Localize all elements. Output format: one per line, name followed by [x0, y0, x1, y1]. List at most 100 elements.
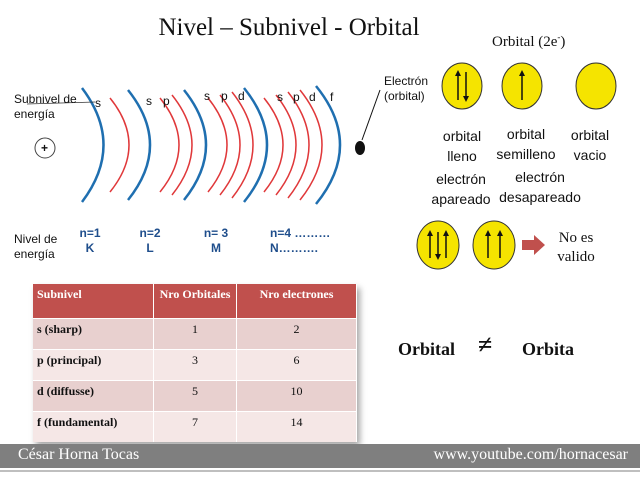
arrow-up-icon-head — [427, 230, 433, 236]
table-row: f (fundamental) 7 14 — [33, 411, 357, 442]
table-cell: 6 — [236, 348, 357, 381]
subshell-n3-p — [171, 94, 193, 196]
table-header-subnivel: Subnivel — [33, 284, 154, 318]
table-cell: p (principal) — [33, 348, 154, 381]
arrow-down-icon-head — [463, 96, 469, 102]
table-cell: 7 — [153, 411, 237, 442]
table-cell: f (fundamental) — [33, 411, 154, 442]
comparison-right: Orbita — [522, 339, 574, 359]
invalid-label-line1: No es — [558, 230, 594, 246]
orbital-full-label-line1: orbital — [442, 128, 482, 144]
sublevel-table: Subnivel Nro Orbitales Nro electrones s … — [33, 284, 357, 442]
footer-bar: César Horna Tocas www.youtube.com/hornac… — [0, 444, 640, 468]
level-n4: n=4 ……… N………. — [270, 226, 344, 256]
orbital-half-label-line2: semilleno — [496, 146, 556, 162]
table-cell: s (sharp) — [33, 317, 154, 350]
invalid-orbital-2 — [472, 220, 516, 270]
level-n4-name: N………. — [270, 241, 318, 255]
subshell-n4-d — [231, 91, 254, 199]
nucleus-circle — [34, 137, 56, 159]
footer-url[interactable]: www.youtube.com/hornacesar — [433, 446, 628, 463]
sublevel-letter: p — [293, 90, 300, 104]
table-row: p (principal) 3 6 — [33, 348, 357, 381]
arrow-right-icon — [522, 235, 545, 255]
shell-n1 — [81, 87, 105, 203]
orbital-half-label: orbital semilleno — [492, 124, 560, 164]
invalid-label-line2: valido — [557, 249, 595, 265]
not-equal-symbol: ≠ — [478, 330, 493, 359]
page-title: Nivel – Subnivel - Orbital — [158, 14, 420, 41]
footer-divider — [0, 470, 640, 472]
shell-n2 — [127, 89, 152, 201]
sublevel-letter: d — [309, 90, 316, 104]
nivel-label-line1: Nivel de — [14, 232, 58, 246]
level-n3-name: M — [211, 241, 221, 255]
subshell-n5-d — [287, 91, 310, 199]
subshell-n4-s — [207, 97, 228, 193]
table-header-electrones: Nro electrones — [236, 284, 357, 318]
subnivel-label-line1: Subnivel de — [14, 92, 77, 106]
electron-label: Electrón (orbital) — [384, 74, 428, 104]
orbital-empty-label-line2: vacio — [573, 147, 607, 163]
orbital-full-label-line2: lleno — [447, 148, 477, 164]
level-n2: n=2 L — [122, 226, 178, 256]
arrow-up-icon-head — [443, 230, 449, 236]
arrow-down-icon-head — [435, 254, 441, 260]
comparison-left: Orbital — [398, 339, 455, 359]
table-row: d (diffusse) 5 10 — [33, 379, 357, 412]
orbital-header: Orbital (2e-) — [492, 32, 565, 51]
subshell-n3-s — [159, 97, 180, 193]
arrow-up-icon-head — [455, 70, 461, 76]
orbital-header-close: ) — [560, 34, 566, 50]
electron-paired-label: electrón apareado — [426, 169, 496, 209]
table-cell: 5 — [153, 379, 237, 412]
level-n1-number: n=1 — [79, 226, 101, 240]
sublevel-letter: p — [221, 89, 228, 103]
table-row: s (sharp) 1 2 — [33, 317, 357, 350]
table-header-orbitales: Nro Orbitales — [153, 284, 237, 318]
table-cell: 14 — [236, 411, 357, 442]
sublevel-letter: s — [204, 89, 210, 103]
table-cell: 2 — [236, 317, 357, 350]
level-n4-number: n=4 ……… — [270, 226, 331, 240]
orbital-header-text: Orbital (2e — [492, 34, 558, 50]
shell-n4 — [243, 87, 269, 203]
table-cell: 3 — [153, 348, 237, 381]
subshell-n5-f — [299, 89, 323, 201]
sublevel-letter: s — [146, 94, 152, 108]
sublevel-letter: d — [238, 89, 245, 103]
nivel-label-line2: energía — [14, 247, 55, 261]
electron-pointer — [361, 89, 381, 141]
subshell-n5-p — [275, 94, 297, 196]
level-n3: n= 3 M — [187, 226, 245, 256]
subnivel-pointer — [26, 101, 96, 105]
orbital-empty-label-line1: orbital — [570, 127, 610, 143]
shell-n5 — [315, 85, 342, 205]
arrow-up-icon-head — [485, 230, 491, 236]
subnivel-label: Subnivel de energía — [14, 92, 77, 122]
sublevel-letter: s — [95, 96, 101, 110]
table-cell: 1 — [153, 317, 237, 350]
level-n2-name: L — [146, 241, 154, 255]
table-cell: d (diffusse) — [33, 379, 154, 412]
nivel-label: Nivel de energía — [14, 232, 57, 262]
sublevel-letter: s — [277, 90, 283, 104]
footer-author: César Horna Tocas — [18, 446, 140, 463]
subshell-n4-p — [219, 94, 241, 196]
level-n3-number: n= 3 — [203, 226, 229, 240]
level-n1-name: K — [85, 241, 95, 255]
electron-paired-label-line1: electrón — [436, 171, 486, 187]
electron-unpaired-label-line1: electrón — [515, 169, 565, 185]
orbital-empty-label: orbital vacio — [566, 125, 614, 165]
electron-unpaired-label-line2: desapareado — [499, 189, 581, 205]
subshell-n2-s — [109, 97, 130, 193]
sublevel-letter: f — [330, 90, 334, 104]
electron-paired-label-line2: apareado — [431, 191, 491, 207]
orbital-header-sup: - — [557, 32, 561, 42]
orbital-full-label: orbital lleno — [430, 126, 494, 166]
arrow-up-icon-head — [497, 230, 503, 236]
electron-label-line2: (orbital) — [384, 89, 425, 103]
invalid-label: No es valido — [548, 229, 604, 267]
sublevel-letter: p — [163, 94, 170, 108]
